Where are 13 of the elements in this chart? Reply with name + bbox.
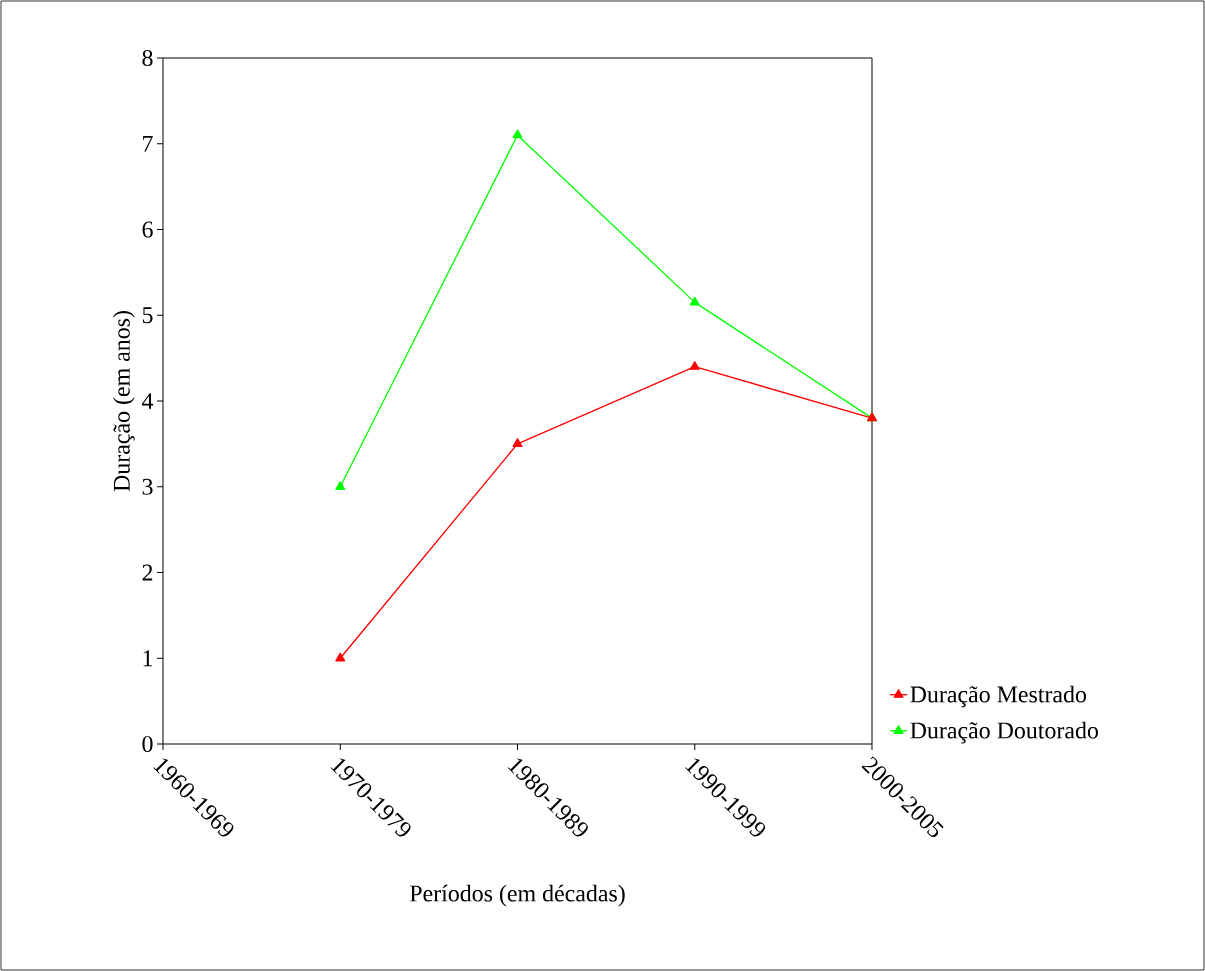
y-tick-label: 7 bbox=[143, 135, 153, 152]
y-tick-label: 6 bbox=[142, 221, 153, 238]
y-tick-label: 8 bbox=[142, 49, 153, 67]
x-axis-title: Períodos (em décadas) bbox=[409, 884, 625, 907]
y-tick-label: 5 bbox=[142, 307, 153, 324]
legend-label: Duração Mestrado bbox=[910, 685, 1087, 708]
y-tick-label: 1 bbox=[143, 650, 153, 667]
y-tick-label: 0 bbox=[142, 735, 153, 753]
y-tick-label: 3 bbox=[142, 478, 153, 495]
y-tick-label: 2 bbox=[142, 564, 153, 581]
legend-label: Duração Doutorado bbox=[910, 721, 1098, 744]
y-axis-title: Duração (em anos) bbox=[113, 311, 135, 492]
y-tick-label: 4 bbox=[141, 393, 154, 409]
